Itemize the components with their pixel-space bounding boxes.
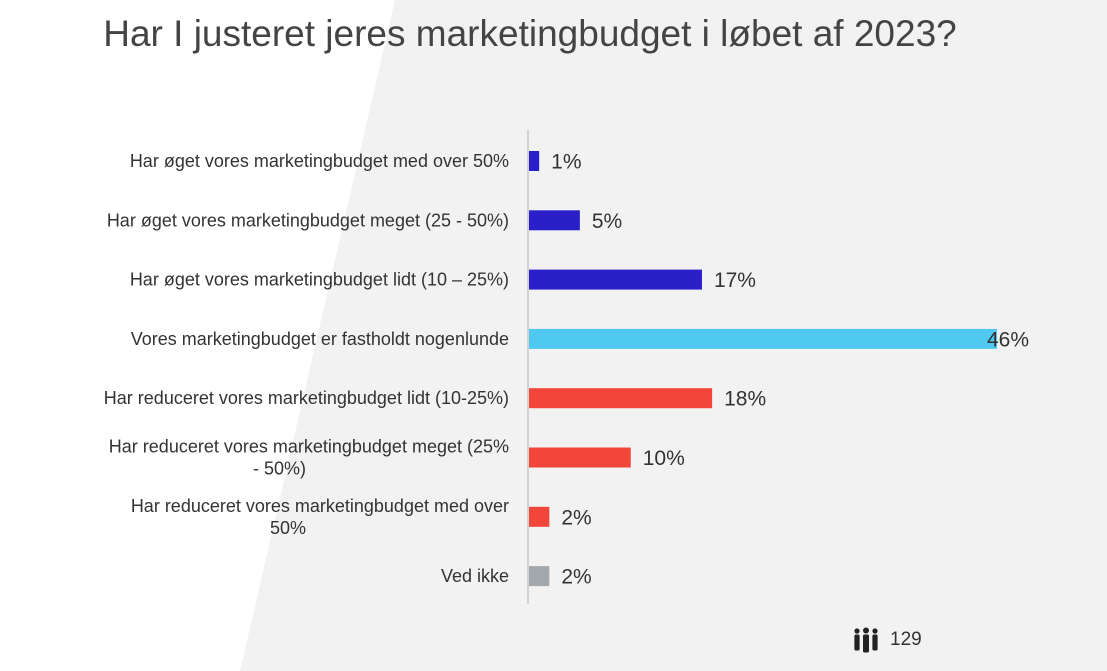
bar xyxy=(529,506,550,527)
category-label: Vores marketingbudget er fastholdt nogen… xyxy=(131,329,509,349)
bar xyxy=(529,328,997,349)
category-label: Har øget vores marketingbudget lidt (10 … xyxy=(130,270,509,290)
chart-title: Har I justeret jeres marketingbudget i l… xyxy=(103,13,957,54)
respondents-indicator: 129 xyxy=(852,626,922,654)
value-label: 5% xyxy=(592,210,622,233)
value-label: 2% xyxy=(561,566,591,589)
respondents-count: 129 xyxy=(890,629,922,650)
bar xyxy=(529,269,702,290)
category-label: Har reduceret vores marketingbudget lidt… xyxy=(104,388,509,408)
value-label: 18% xyxy=(724,388,766,411)
bar xyxy=(529,388,713,409)
bar xyxy=(529,566,550,587)
category-label: - 50%) xyxy=(253,459,306,479)
bar xyxy=(529,210,580,231)
category-label: Har reduceret vores marketingbudget med … xyxy=(131,496,509,516)
value-label: 1% xyxy=(551,151,581,174)
category-label: 50% xyxy=(270,518,306,538)
bar xyxy=(529,151,540,171)
category-label: Har øget vores marketingbudget med over … xyxy=(130,151,509,171)
value-label: 17% xyxy=(714,269,756,292)
value-label: 46% xyxy=(987,328,1029,351)
bar xyxy=(529,447,631,468)
people-group-icon xyxy=(854,627,878,653)
category-label: Har øget vores marketingbudget meget (25… xyxy=(107,210,509,230)
category-label: Har reduceret vores marketingbudget mege… xyxy=(109,437,509,457)
value-label: 2% xyxy=(561,506,591,529)
category-label: Ved ikke xyxy=(441,566,509,586)
value-label: 10% xyxy=(643,447,685,470)
